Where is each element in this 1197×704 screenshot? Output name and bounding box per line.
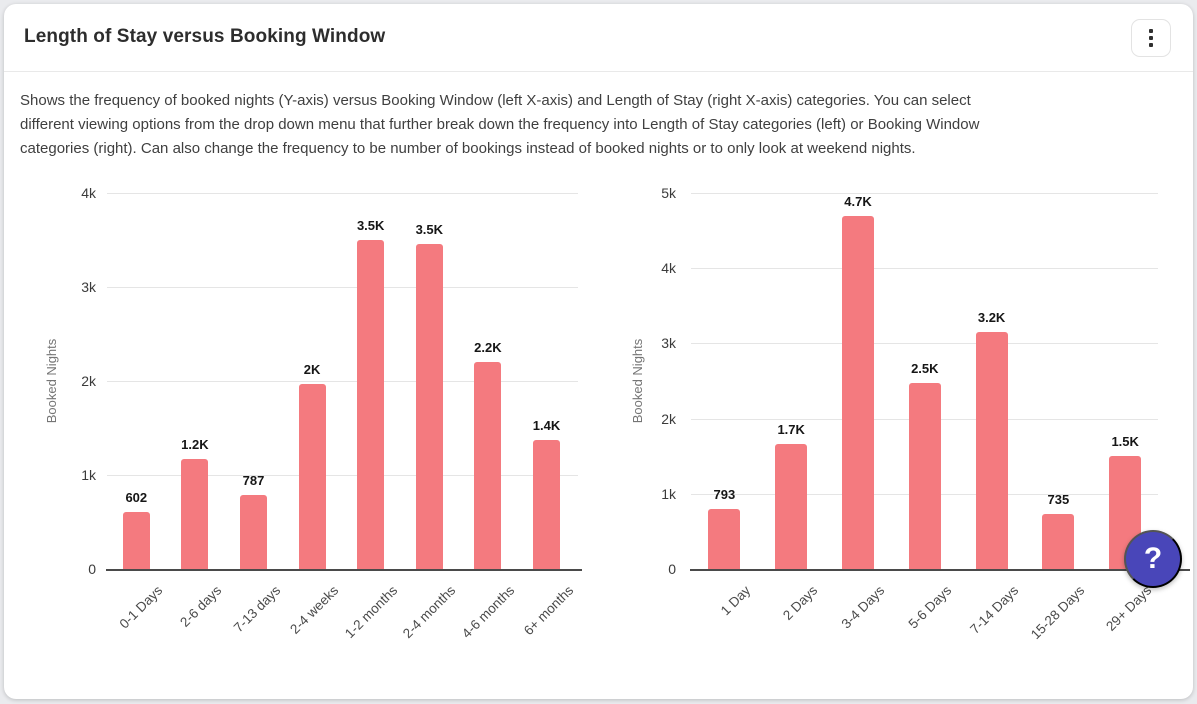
chart-card: Length of Stay versus Booking Window Sho… xyxy=(4,4,1193,699)
description-line: different viewing options from the drop … xyxy=(20,116,980,133)
bar[interactable] xyxy=(415,243,443,569)
x-axis-line xyxy=(106,569,582,571)
y-tick-label: 3k xyxy=(81,279,96,295)
bar-value-label: 1.2K xyxy=(181,437,209,453)
y-tick-label: 5k xyxy=(661,185,676,201)
kebab-menu-icon xyxy=(1149,29,1153,33)
bar-value-label: 602 xyxy=(125,490,148,506)
y-tick-label: 0 xyxy=(668,561,676,577)
y-tick-label: 4k xyxy=(81,185,96,201)
bar-value-label: 1.4K xyxy=(532,418,561,434)
chart-description: Shows the frequency of booked nights (Y-… xyxy=(20,89,1180,161)
bar[interactable] xyxy=(240,495,267,569)
bar-value-label: 2K xyxy=(303,361,321,377)
bar[interactable] xyxy=(474,362,502,569)
card-header: Length of Stay versus Booking Window xyxy=(4,4,1193,72)
gridline xyxy=(691,193,1158,194)
bar-value-label: 1.5K xyxy=(1111,434,1139,450)
bar[interactable] xyxy=(298,383,326,569)
bar-value-label: 3.5K xyxy=(415,221,444,237)
page-title: Length of Stay versus Booking Window xyxy=(24,26,386,47)
bar-value-label: 793 xyxy=(713,487,736,503)
description-line: Shows the frequency of booked nights (Y-… xyxy=(20,92,971,109)
gridline xyxy=(107,287,578,288)
bar-value-label: 787 xyxy=(242,473,265,489)
gridline xyxy=(691,343,1158,345)
bar[interactable] xyxy=(122,512,150,569)
y-tick-label: 0 xyxy=(88,561,96,577)
booking-window-chart: Booked Nights 0 1k 2k 3k 4k 602 0-1 Days 1.2K 2-6… xyxy=(4,4,1193,699)
bar[interactable] xyxy=(975,332,1008,569)
bar-value-label: 4.7K xyxy=(844,193,872,209)
bar-value-label: 2.2K xyxy=(474,340,502,356)
bar[interactable] xyxy=(1042,513,1075,569)
bar[interactable] xyxy=(842,215,874,569)
y-tick-label: 1k xyxy=(81,467,96,483)
options-menu-button[interactable] xyxy=(1131,19,1171,57)
bar-value-label: 1.7K xyxy=(777,422,805,438)
gridline xyxy=(691,268,1158,270)
bar-value-label: 3.2K xyxy=(977,310,1006,326)
y-tick-label: 1k xyxy=(661,485,676,502)
y-tick-label: 2k xyxy=(81,373,96,389)
y-tick-label: 3k xyxy=(661,335,676,352)
bar[interactable] xyxy=(708,509,741,569)
bar[interactable] xyxy=(533,440,560,569)
description-line: categories (right). Can also change the … xyxy=(20,140,916,157)
bar[interactable] xyxy=(775,444,808,569)
kebab-menu-icon xyxy=(1149,43,1153,47)
bar[interactable] xyxy=(357,240,385,569)
help-button[interactable]: ? xyxy=(1124,530,1182,588)
gridline xyxy=(107,381,578,382)
bar[interactable] xyxy=(181,459,209,569)
x-axis-line xyxy=(690,569,1190,571)
y-tick-label: 4k xyxy=(661,260,676,277)
length-of-stay-chart: Booked Nights 0 1k 2k 3k 4k 5k 793 1 Day 1.7K 2 Da… xyxy=(4,4,1193,699)
gridline xyxy=(107,475,578,476)
bar-value-label: 735 xyxy=(1047,491,1070,507)
y-axis-title: Booked Nights xyxy=(630,338,645,424)
bar-value-label: 2.5K xyxy=(911,360,939,376)
y-tick-label: 2k xyxy=(661,410,676,427)
kebab-menu-icon xyxy=(1149,36,1153,40)
bar[interactable] xyxy=(908,382,941,569)
gridline xyxy=(107,193,578,194)
bar-value-label: 3.5K xyxy=(356,218,385,233)
